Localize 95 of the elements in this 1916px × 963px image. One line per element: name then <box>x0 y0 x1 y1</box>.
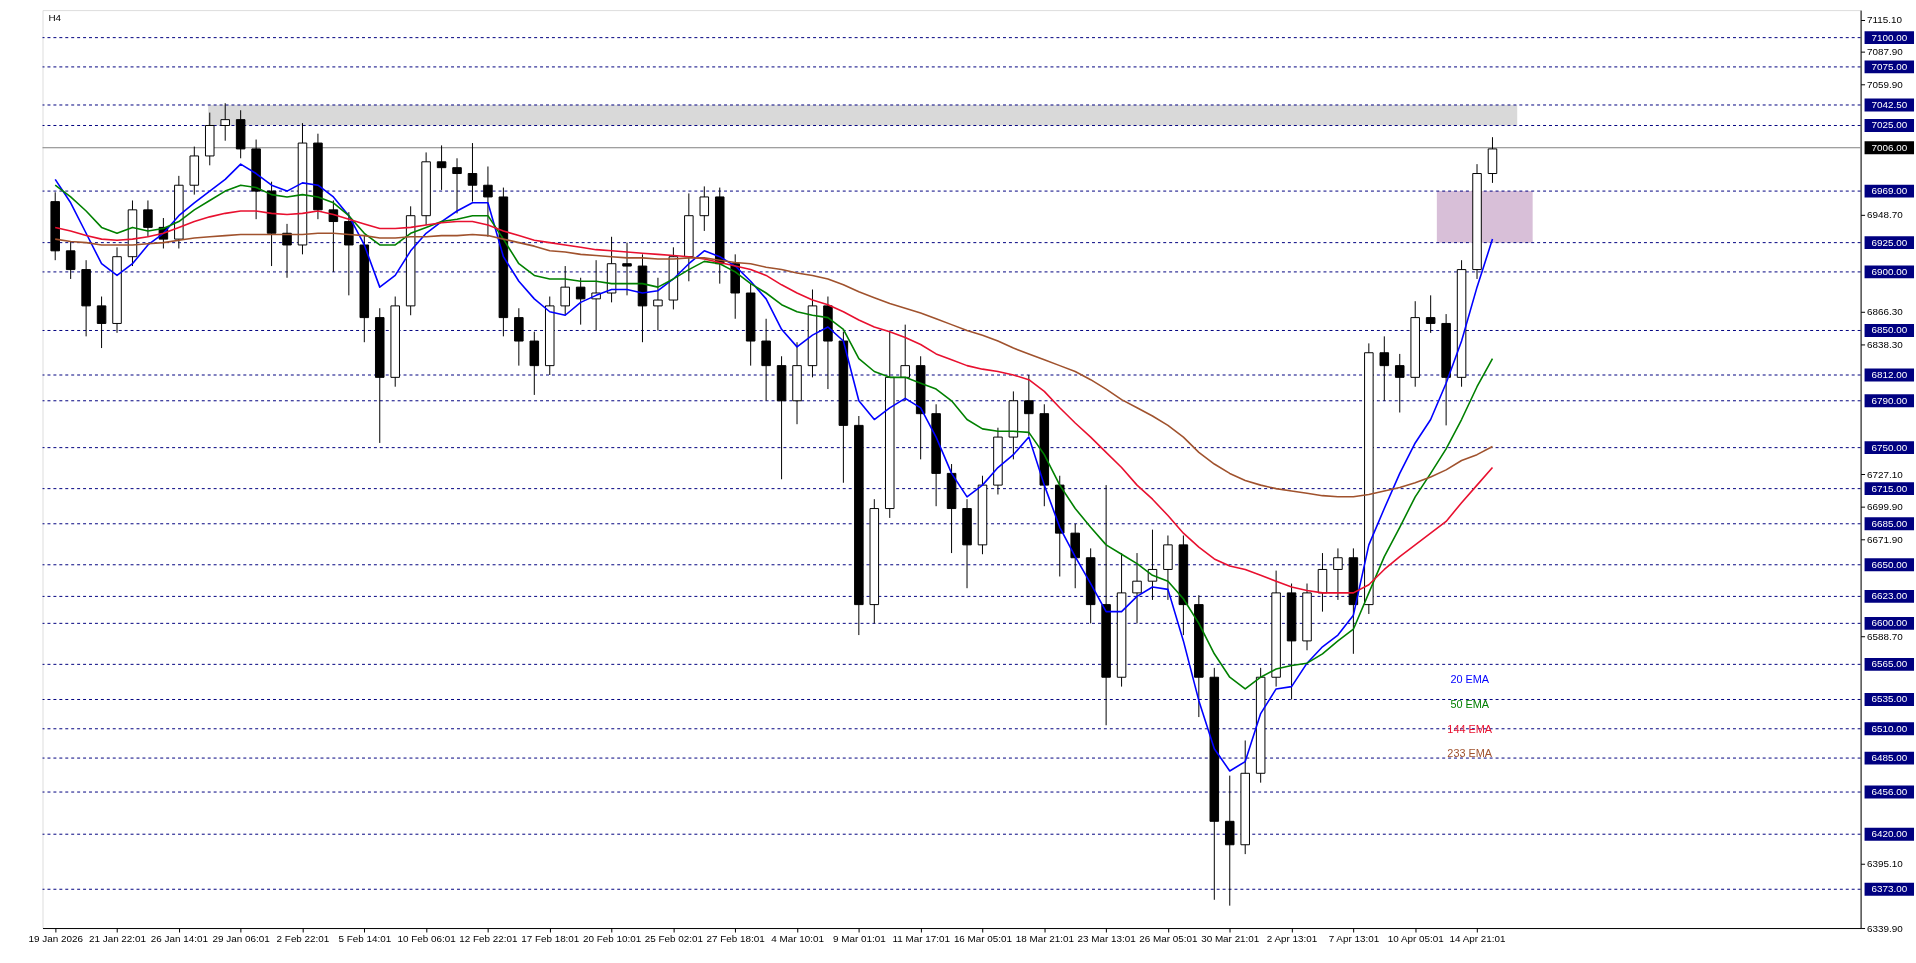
ref-line-label: 7006.00 <box>1871 141 1908 153</box>
y-tick-label: 7115.10 <box>1867 14 1903 26</box>
candlestick <box>220 102 230 142</box>
ref-line-label: 6925.00 <box>1871 236 1908 248</box>
x-tick-label: 23 Mar 13:01 <box>1077 933 1137 945</box>
candlestick <box>653 277 663 331</box>
ref-line-label: 7075.00 <box>1871 60 1908 72</box>
ref-line-label: 6600.00 <box>1871 617 1908 629</box>
y-tick-label: 6727.10 <box>1867 468 1904 480</box>
x-tick-label: 18 Mar 21:01 <box>1015 933 1075 945</box>
candlestick <box>452 157 462 214</box>
x-tick-label: 2 Apr 13:01 <box>1266 933 1318 945</box>
candlestick <box>560 265 570 316</box>
x-tick-label: 12 Feb 22:01 <box>459 933 519 945</box>
ref-line-label: 6750.00 <box>1871 441 1908 453</box>
candlestick <box>96 296 107 349</box>
text: 20 EMA <box>1450 673 1490 686</box>
candlestick <box>344 211 354 296</box>
ref-line-label: 6485.00 <box>1871 752 1908 764</box>
candlestick <box>514 307 524 367</box>
ref-line-label: 6850.00 <box>1871 324 1908 336</box>
candlestick <box>575 277 586 326</box>
x-tick-label: 2 Feb 22:01 <box>276 933 330 945</box>
x-tick-label: 30 Mar 21:01 <box>1201 933 1260 945</box>
ref-line-label: 6510.00 <box>1871 722 1908 734</box>
x-tick-label: 25 Feb 02:01 <box>644 933 704 945</box>
x-tick-label: 26 Mar 05:01 <box>1139 933 1199 945</box>
line-series <box>54 184 1494 690</box>
x-tick-label: 11 Mar 17:01 <box>892 933 951 945</box>
y-tick-label: 7059.90 <box>1867 79 1904 91</box>
text: 144 EMA <box>1447 722 1493 735</box>
candlestick <box>1224 775 1235 907</box>
ref-line-label: 6535.00 <box>1871 693 1908 705</box>
ref-line-label: 6969.00 <box>1871 185 1908 197</box>
x-tick-label: 21 Jan 22:01 <box>88 933 147 945</box>
y-tick-label: 6671.90 <box>1867 533 1904 545</box>
ref-line-label: 7042.50 <box>1871 98 1908 110</box>
ref-line-label: 6373.00 <box>1871 883 1908 895</box>
ref-line-label: 7025.00 <box>1871 119 1908 131</box>
y-tick-label: 7087.90 <box>1867 46 1904 58</box>
y-tick-label: 6339.90 <box>1867 922 1904 934</box>
x-tick-label: 10 Apr 05:01 <box>1387 933 1445 945</box>
ref-line-label: 7100.00 <box>1871 31 1908 43</box>
chart-title: H4 <box>48 11 62 23</box>
line-series <box>54 210 1494 594</box>
line-series <box>54 163 1494 772</box>
y-tick-label: 6588.70 <box>1867 631 1904 643</box>
x-tick-label: 17 Feb 18:01 <box>521 933 580 945</box>
y-tick-label: 6395.10 <box>1867 857 1904 869</box>
text: 50 EMA <box>1450 697 1490 710</box>
x-tick-label: 29 Jan 06:01 <box>212 933 271 945</box>
x-tick-label: 26 Jan 14:01 <box>150 933 209 945</box>
ref-line-label: 6420.00 <box>1871 828 1908 840</box>
ref-line-label: 6456.00 <box>1871 786 1908 797</box>
candlestick <box>436 144 447 191</box>
candlestick <box>143 199 153 238</box>
x-tick-label: 19 Jan 2026 <box>28 933 84 945</box>
candlestick <box>1425 294 1436 334</box>
candlestick <box>1317 552 1328 613</box>
candlestick <box>699 185 710 232</box>
ref-line-label: 6812.00 <box>1871 368 1908 380</box>
ref-line-label: 6623.00 <box>1871 590 1908 602</box>
ref-line-label: 6650.00 <box>1871 558 1908 570</box>
line-series <box>54 232 1494 498</box>
x-tick-label: 16 Mar 05:01 <box>953 933 1013 945</box>
y-tick-label: 6948.70 <box>1867 209 1904 221</box>
candlestick <box>1333 547 1343 601</box>
candlestick <box>65 240 76 280</box>
candlestick <box>1132 552 1142 624</box>
x-tick-label: 10 Feb 06:01 <box>397 933 457 945</box>
y-tick-label: 6838.30 <box>1867 338 1904 350</box>
x-tick-label: 27 Feb 18:01 <box>706 933 766 945</box>
candlestick <box>328 199 339 273</box>
candlestick <box>1394 353 1405 413</box>
candlestick <box>467 142 478 203</box>
candlestick <box>1379 335 1390 402</box>
candlestick <box>483 165 493 238</box>
ref-line-label: 6900.00 <box>1871 265 1908 277</box>
text: 233 EMA <box>1447 747 1493 760</box>
x-tick-label: 4 Mar 10:01 <box>771 933 825 945</box>
candlestick <box>900 324 910 402</box>
y-tick-label: 6699.90 <box>1867 500 1904 512</box>
x-tick-label: 14 Apr 21:01 <box>1449 933 1507 945</box>
ref-line-label: 6715.00 <box>1871 482 1908 494</box>
x-tick-label: 7 Apr 13:01 <box>1328 933 1380 945</box>
ref-line-label: 6790.00 <box>1871 394 1908 406</box>
ref-line-label: 6685.00 <box>1871 517 1908 529</box>
ref-line-label: 6565.00 <box>1871 658 1908 670</box>
y-tick-label: 6866.30 <box>1867 305 1904 317</box>
x-tick-label: 20 Feb 10:01 <box>582 933 642 945</box>
x-tick-label: 5 Feb 14:01 <box>338 933 392 945</box>
candlestick <box>282 223 292 279</box>
candlestick <box>622 242 632 296</box>
x-tick-label: 9 Mar 01:01 <box>832 933 887 945</box>
candlestick <box>1024 374 1034 437</box>
